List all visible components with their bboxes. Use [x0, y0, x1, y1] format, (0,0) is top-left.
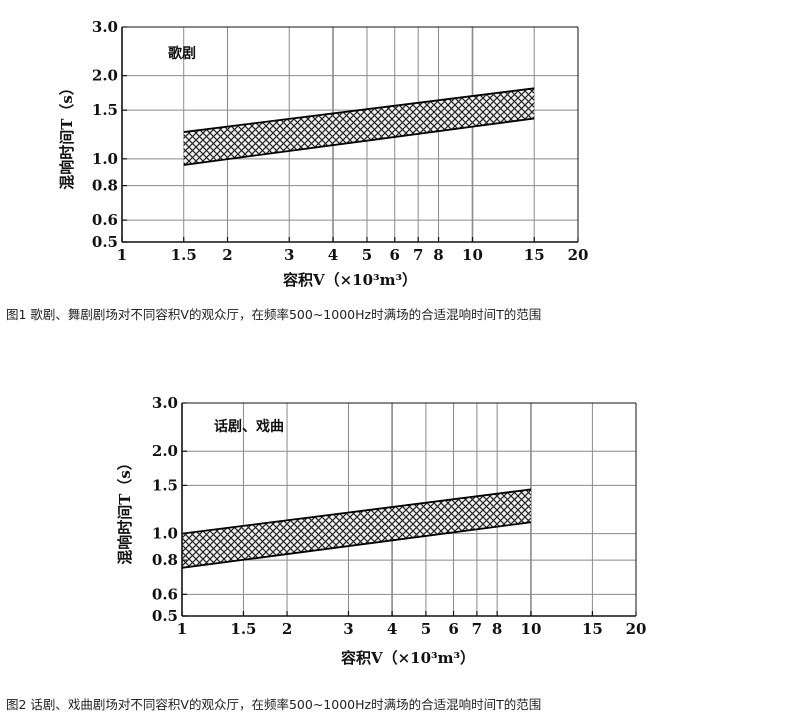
y-tick-label: 2.0: [92, 67, 118, 85]
y-tick-label: 0.6: [92, 211, 118, 229]
band-upper-line: [181, 488, 532, 535]
band: [183, 87, 535, 166]
y-tick-label: 0.8: [92, 177, 118, 195]
grid: [182, 403, 636, 616]
y-tick-label: 2.0: [152, 442, 178, 460]
figure-caption-2: 图2 话剧、戏曲剧场对不同容积V的观众厅，在频率500~1000Hz时满场的合适…: [6, 697, 542, 712]
y-tick-label: 0.5: [92, 233, 118, 251]
x-tick-label: 10: [521, 620, 542, 638]
x-tick-label: 20: [626, 620, 647, 638]
y-axis-title: 混响时间T（s）: [116, 455, 134, 565]
x-tick-label: 6: [390, 246, 400, 264]
y-tick-label: 1.5: [92, 101, 118, 119]
x-tick-label: 4: [328, 246, 338, 264]
x-tick-label: 1: [117, 246, 127, 264]
y-tick-label: 1.5: [152, 476, 178, 494]
tick-labels: 1 1.5 2 3 4 5 6 7 8 10 15 20 0.5 0.6 0.8 1.0 1.5 2.0 3.0: [92, 18, 589, 264]
x-tick-label: 8: [433, 246, 443, 264]
chart-opera: 1 1.5 2 3 4 5 6 7 8 10 15 20 0.5 0.6 0.8 1.0 1.5 2.0 3.0 歌…: [58, 18, 589, 289]
x-tick-label: 6: [448, 620, 458, 638]
chart-annotation: 话剧、戏曲: [214, 418, 284, 435]
x-tick-label: 1: [177, 620, 187, 638]
x-tick-label: 7: [413, 246, 423, 264]
range-band: [183, 88, 535, 165]
band-lower-line: [181, 521, 532, 569]
axes: [181, 402, 637, 617]
x-tick-label: 15: [524, 246, 545, 264]
x-tick-label: 8: [492, 620, 502, 638]
y-tick-label: 0.5: [152, 607, 178, 625]
tick-labels: 1 1.5 2 3 4 5 6 7 8 10 15 20 0.5 0.6 0.8 1.0 1.5 2.0 3.0: [152, 394, 647, 638]
x-tick-label: 4: [387, 620, 397, 638]
x-tick-label: 3: [343, 620, 353, 638]
x-tick-label: 5: [421, 620, 431, 638]
y-tick-label: 0.6: [152, 585, 178, 603]
x-tick-label: 1.5: [230, 620, 256, 638]
x-axis-title: 容积V（×10³m³）: [282, 271, 417, 289]
x-tick-label: 5: [362, 246, 372, 264]
y-tick-label: 3.0: [92, 18, 118, 36]
x-tick-label: 7: [472, 620, 482, 638]
y-tick-label: 3.0: [152, 394, 178, 412]
x-tick-label: 20: [568, 246, 589, 264]
y-tick-label: 0.8: [152, 551, 178, 569]
band-lower-line: [183, 117, 535, 166]
band: [181, 488, 532, 569]
x-tick-label: 2: [282, 620, 292, 638]
x-tick-label: 10: [462, 246, 483, 264]
y-tick-label: 1.0: [92, 150, 118, 168]
y-tick-label: 1.0: [152, 525, 178, 543]
axes: [121, 26, 579, 243]
x-tick-label: 2: [222, 246, 232, 264]
chart-drama: 1 1.5 2 3 4 5 6 7 8 10 15 20 0.5 0.6 0.8 1.0 1.5 2.0 3.0 话…: [116, 394, 647, 667]
chart-annotation: 歌剧: [168, 45, 196, 62]
band-upper-line: [183, 87, 535, 133]
figure-caption-1: 图1 歌剧、舞剧剧场对不同容积V的观众厅，在频率500~1000Hz时满场的合适…: [6, 307, 542, 322]
range-band: [182, 489, 531, 568]
y-axis-title: 混响时间T（s）: [58, 80, 76, 190]
x-tick-label: 15: [582, 620, 603, 638]
x-axis-title: 容积V（×10³m³）: [340, 649, 475, 667]
x-tick-label: 1.5: [171, 246, 197, 264]
x-tick-label: 3: [284, 246, 294, 264]
